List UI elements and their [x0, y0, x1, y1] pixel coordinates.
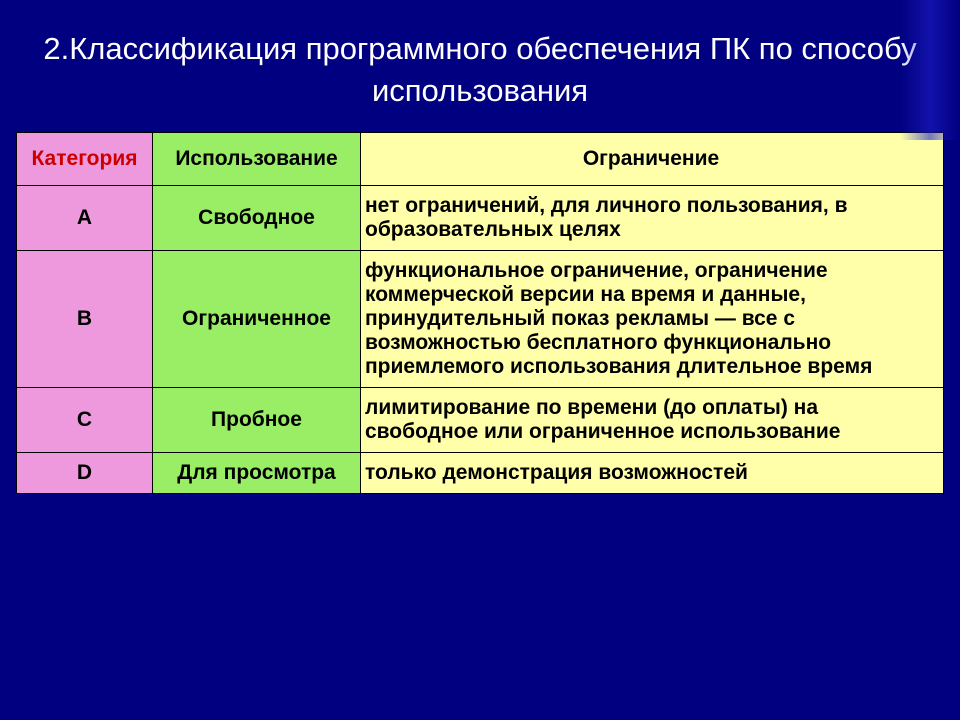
cell-category: B: [17, 250, 153, 387]
cell-limit: нет ограничений, для личного пользования…: [361, 185, 944, 250]
classification-table: Категория Использование Ограничение A Св…: [16, 132, 944, 494]
col-header-usage: Использование: [153, 132, 361, 185]
table-row: D Для просмотра только демонстрация возм…: [17, 452, 944, 493]
cell-usage: Для просмотра: [153, 452, 361, 493]
col-header-category: Категория: [17, 132, 153, 185]
cell-limit: лимитирование по времени (до оплаты) на …: [361, 387, 944, 452]
cell-limit: только демонстрация возможностей: [361, 452, 944, 493]
cell-usage: Пробное: [153, 387, 361, 452]
decor-stripe: [900, 0, 960, 140]
cell-category: A: [17, 185, 153, 250]
table-row: B Ограниченное функциональное ограничени…: [17, 250, 944, 387]
cell-limit: функциональное ограничение, ограничение …: [361, 250, 944, 387]
cell-usage: Ограниченное: [153, 250, 361, 387]
cell-category: C: [17, 387, 153, 452]
slide-title: 2.Классификация программного обеспечения…: [0, 0, 960, 132]
col-header-limit: Ограничение: [361, 132, 944, 185]
table-header-row: Категория Использование Ограничение: [17, 132, 944, 185]
cell-usage: Свободное: [153, 185, 361, 250]
table-row: C Пробное лимитирование по времени (до о…: [17, 387, 944, 452]
cell-category: D: [17, 452, 153, 493]
table-container: Категория Использование Ограничение A Св…: [0, 132, 960, 494]
table-row: A Свободное нет ограничений, для личного…: [17, 185, 944, 250]
